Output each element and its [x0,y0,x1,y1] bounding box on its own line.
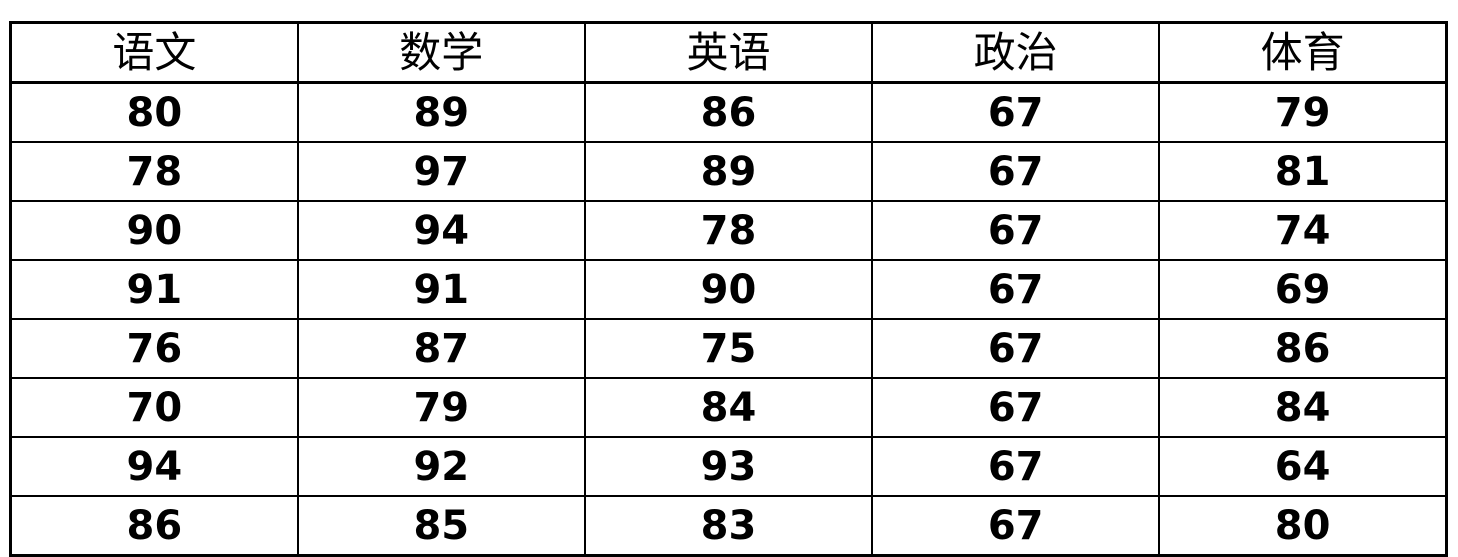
table-cell: 67 [871,436,1161,497]
column-header-3: 英语 [583,21,874,84]
table-cell: 90 [9,200,299,261]
table-row: 76 87 75 67 86 [9,318,1448,379]
table-cell: 64 [1158,436,1448,497]
column-header-2: 数学 [296,21,586,84]
table-row: 91 91 90 67 69 [9,259,1448,320]
table-cell: 84 [583,377,874,438]
table-row: 78 97 89 67 81 [9,141,1448,202]
table-cell: 97 [296,141,586,202]
table-cell: 80 [9,81,299,143]
column-header-5: 体育 [1158,21,1448,84]
table-row: 94 92 93 67 64 [9,436,1448,497]
table-row: 80 89 86 67 79 [9,81,1448,143]
table-cell: 67 [871,259,1161,320]
table-cell: 76 [9,318,299,379]
table-cell: 67 [871,318,1161,379]
table-cell: 78 [9,141,299,202]
table-cell: 74 [1158,200,1448,261]
table-cell: 86 [1158,318,1448,379]
table-cell: 78 [583,200,874,261]
table-cell: 89 [583,141,874,202]
table-cell: 67 [871,495,1161,557]
table-cell: 84 [1158,377,1448,438]
table-cell: 91 [9,259,299,320]
table-cell: 67 [871,377,1161,438]
table-cell: 89 [296,81,586,143]
table-cell: 87 [296,318,586,379]
table-cell: 83 [583,495,874,557]
table-cell: 69 [1158,259,1448,320]
header-row: 语文 数学 英语 政治 体育 [9,21,1448,84]
table-cell: 70 [9,377,299,438]
table-cell: 90 [583,259,874,320]
table-row: 86 85 83 67 80 [9,495,1448,557]
table-cell: 86 [9,495,299,557]
table-row: 70 79 84 67 84 [9,377,1448,438]
table-cell: 81 [1158,141,1448,202]
table-cell: 67 [871,81,1161,143]
table-cell: 91 [296,259,586,320]
column-header-4: 政治 [871,21,1161,84]
table-body: 80 89 86 67 79 78 97 89 67 81 90 94 78 67 74 91 91 90 67 69… [9,81,1448,557]
table-cell: 93 [583,436,874,497]
table-cell: 92 [296,436,586,497]
table-cell: 67 [871,200,1161,261]
scores-table: 语文 数学 英语 政治 体育 80 89 86 67 79 78 97 89 67 81 90 94 78 67 7… [9,21,1448,557]
table-cell: 94 [9,436,299,497]
table-cell: 67 [871,141,1161,202]
table-cell: 85 [296,495,586,557]
table-row: 90 94 78 67 74 [9,200,1448,261]
table-cell: 79 [1158,81,1448,143]
table-cell: 94 [296,200,586,261]
table-cell: 80 [1158,495,1448,557]
column-header-1: 语文 [9,21,299,84]
table-cell: 79 [296,377,586,438]
table-cell: 86 [583,81,874,143]
table-cell: 75 [583,318,874,379]
